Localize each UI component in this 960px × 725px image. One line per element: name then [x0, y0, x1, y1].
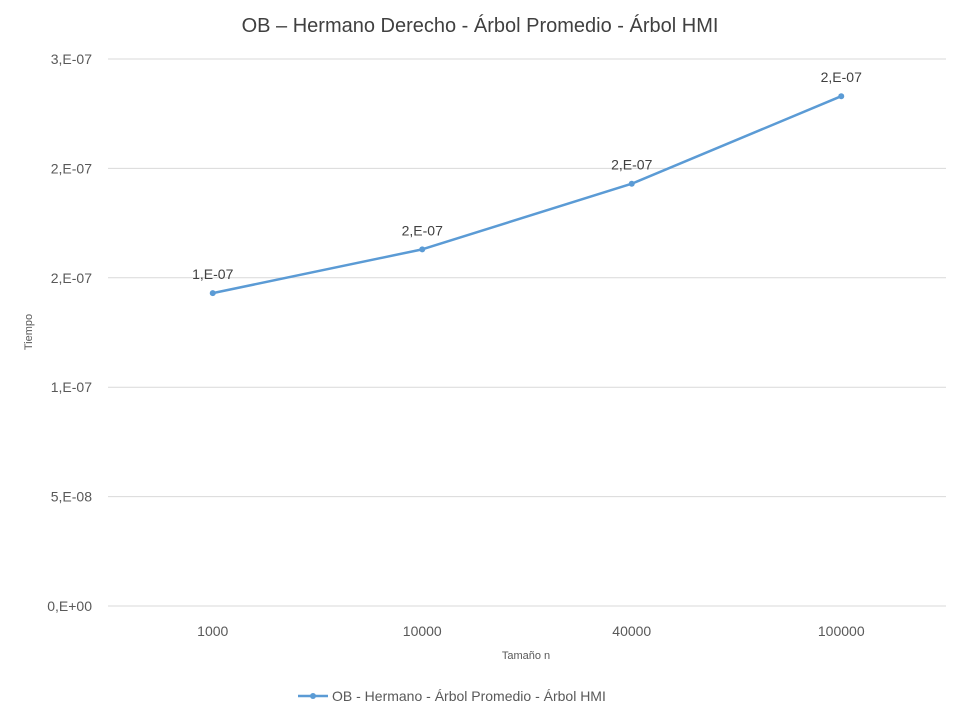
y-axis-tick-labels: 0,E+00 5,E-08 1,E-07 2,E-07 2,E-07 3,E-07 — [47, 51, 92, 614]
legend-label: OB - Hermano - Árbol Promedio - Árbol HM… — [332, 688, 606, 704]
x-tick-label: 10000 — [403, 623, 442, 639]
series-polyline — [211, 94, 843, 295]
data-label: 2,E-07 — [611, 157, 652, 173]
y-tick-label: 2,E-07 — [51, 160, 92, 176]
data-point — [209, 290, 216, 297]
data-label: 1,E-07 — [192, 266, 233, 282]
chart-title: OB – Hermano Derecho - Árbol Promedio - … — [242, 14, 719, 37]
x-tick-label: 1000 — [197, 623, 228, 639]
data-point — [628, 180, 635, 187]
y-tick-label: 2,E-07 — [51, 270, 92, 286]
data-point — [419, 246, 426, 253]
y-axis-title: Tiempo — [23, 314, 35, 350]
legend-marker — [310, 693, 316, 699]
y-tick-label: 1,E-07 — [51, 379, 92, 395]
x-axis-title: Tamaño n — [502, 650, 550, 662]
y-tick-label: 0,E+00 — [47, 598, 92, 614]
series-line — [209, 93, 845, 297]
data-labels: 1,E-07 2,E-07 2,E-07 2,E-07 — [192, 69, 862, 282]
data-point — [838, 93, 845, 100]
data-label: 2,E-07 — [402, 222, 443, 238]
y-tick-label: 5,E-08 — [51, 489, 92, 505]
data-label: 2,E-07 — [821, 69, 862, 85]
gridlines — [108, 58, 946, 607]
x-tick-label: 100000 — [818, 623, 865, 639]
y-tick-label: 3,E-07 — [51, 51, 92, 67]
legend: OB - Hermano - Árbol Promedio - Árbol HM… — [298, 688, 606, 704]
x-tick-label: 40000 — [612, 623, 651, 639]
x-axis-tick-labels: 1000 10000 40000 100000 — [197, 623, 865, 639]
